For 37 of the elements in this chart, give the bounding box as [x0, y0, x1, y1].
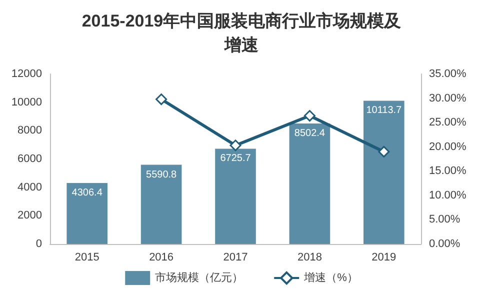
data-label: 4306.4	[72, 187, 103, 198]
x-tick-label: 2016	[149, 252, 174, 264]
point	[304, 110, 316, 122]
y2-tick-label: 10.00%	[429, 189, 467, 202]
y2-tick-label: 20.00%	[429, 140, 467, 153]
data-label: 8502.4	[294, 128, 326, 140]
y2-tick-label: 15.00%	[429, 165, 467, 178]
bar	[66, 182, 108, 244]
y2-tick-label: 35.00%	[429, 68, 467, 80]
y-tick-label: 12000	[11, 68, 42, 80]
y-tick-label: 6000	[18, 153, 42, 165]
point	[230, 140, 242, 152]
y-tick-label: 4000	[18, 181, 42, 194]
legend-label: 增速（%）	[303, 271, 358, 284]
bar	[289, 124, 330, 244]
bar	[363, 100, 404, 244]
data-label: 5590.8	[146, 169, 178, 180]
x-tick-label: 2018	[297, 252, 322, 264]
data-label: 6725.7	[220, 153, 252, 164]
x-tick-label: 2019	[372, 252, 396, 264]
y2-tick-label: 25.00%	[429, 116, 467, 129]
y-tick-label: 8000	[18, 124, 42, 137]
y-tick-label: 0	[36, 238, 42, 250]
bar	[140, 164, 182, 244]
y2-tick-label: 0.00%	[429, 238, 460, 250]
chart-title: 2015-2019年中国服装电商行业市场规模及增速	[82, 12, 402, 54]
point	[378, 146, 390, 158]
bar	[215, 148, 256, 244]
data-label: 10113.7	[366, 105, 402, 116]
x-tick-label: 2015	[74, 252, 100, 264]
y2-tick-label: 5.00%	[429, 214, 460, 226]
legend-label: 市场规模（亿元）	[155, 271, 244, 284]
x-tick-label: 2017	[223, 252, 248, 264]
y-tick-label: 10000	[11, 96, 42, 108]
y2-tick-label: 30.00%	[429, 92, 467, 104]
y-tick-label: 2000	[18, 210, 42, 222]
point	[156, 94, 168, 106]
